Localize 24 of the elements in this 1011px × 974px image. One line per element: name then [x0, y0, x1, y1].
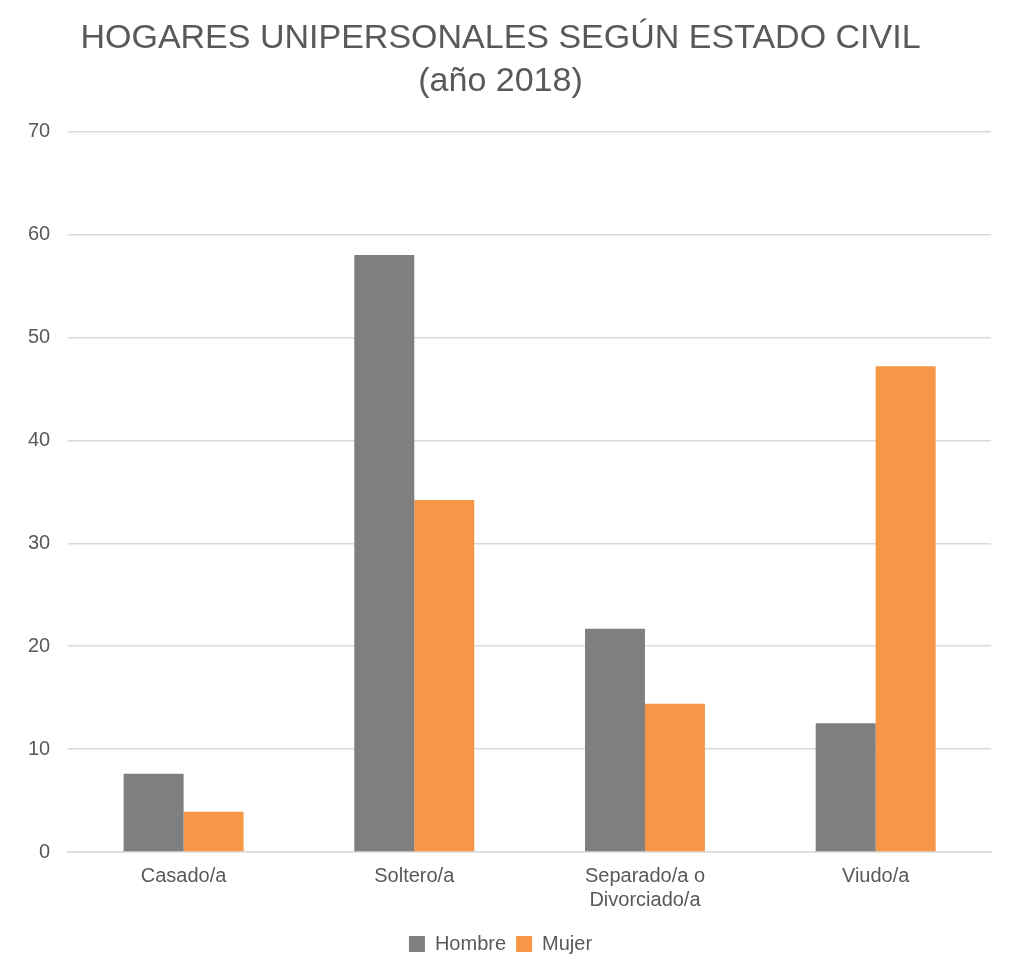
y-tick-label: 20 — [28, 633, 51, 656]
y-tick-label: 60 — [28, 222, 51, 245]
x-tick-label: Soltero/a — [374, 863, 456, 886]
legend-label: Hombre — [434, 931, 507, 954]
y-tick-label: 50 — [28, 324, 51, 347]
bar — [584, 628, 645, 852]
chart-title: HOGARES UNIPERSONALES SEGÚN ESTADO CIVIL — [80, 16, 921, 55]
y-tick-label: 70 — [28, 119, 51, 142]
x-tick-label: Viudo/a — [841, 863, 911, 886]
y-tick-label: 0 — [39, 839, 51, 862]
bar — [875, 366, 936, 852]
legend-label: Mujer — [542, 931, 593, 954]
bar — [644, 703, 705, 852]
bar — [414, 500, 475, 852]
bar — [354, 255, 415, 852]
bar — [183, 811, 244, 852]
y-tick-label: 10 — [28, 736, 51, 759]
bar — [123, 773, 184, 852]
x-tick-label: Separado/a o Divorciado/a — [584, 863, 706, 910]
y-tick-label: 30 — [28, 530, 51, 553]
chart-subtitle: (año 2018) — [418, 59, 583, 98]
bar — [815, 723, 876, 852]
y-tick-label: 40 — [28, 427, 51, 450]
x-tick-label: Casado/a — [140, 863, 228, 886]
